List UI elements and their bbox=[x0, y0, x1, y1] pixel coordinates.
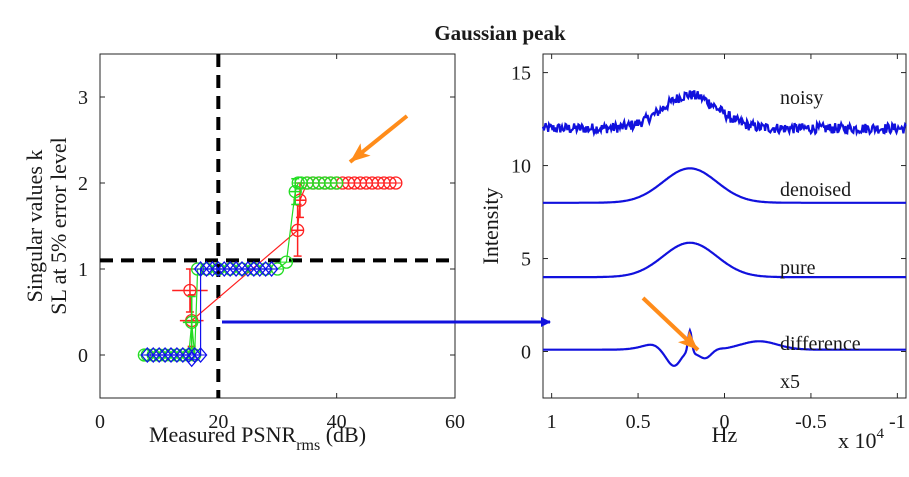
left-axes-box bbox=[99, 53, 456, 399]
left-x-tick-label: 60 bbox=[445, 411, 465, 433]
data-point bbox=[140, 347, 155, 363]
right-y-tick-label: 5 bbox=[521, 249, 531, 271]
data-point bbox=[170, 347, 184, 363]
data-point bbox=[152, 347, 167, 363]
right-x-multiplier: x 104 bbox=[838, 426, 885, 453]
left-y-tick-label: 0 bbox=[78, 345, 88, 367]
left-orange-arrow bbox=[348, 114, 409, 164]
data-point bbox=[193, 347, 208, 363]
left-chart: 0 20 40 60 0 1 2 3 Measured PSNRrms (dB) Singular… bbox=[22, 53, 465, 454]
data-point bbox=[217, 261, 232, 277]
data-point bbox=[252, 261, 267, 277]
left-y-tick-label: 1 bbox=[78, 259, 88, 281]
data-point bbox=[258, 261, 273, 277]
right-chart: 1 0.5 0 -0.5 -1 0 5 10 15 Hz x 104 Intensity noisy de… bbox=[478, 53, 907, 453]
data-point bbox=[164, 347, 178, 363]
data-point bbox=[158, 347, 172, 363]
data-point bbox=[235, 261, 249, 277]
data-point bbox=[193, 261, 208, 277]
left-x-axis-label: Measured PSNRrms (dB) bbox=[149, 422, 366, 454]
left-series-line bbox=[147, 268, 272, 361]
right-y-axis-label: Intensity bbox=[478, 188, 503, 265]
spectrum-line-difference bbox=[543, 327, 906, 367]
data-point bbox=[229, 261, 243, 277]
series-label-difference-scale: x5 bbox=[780, 371, 800, 393]
data-point bbox=[146, 347, 161, 363]
data-point bbox=[241, 261, 255, 277]
data-point bbox=[246, 261, 261, 277]
figure-title: Gaussian peak bbox=[434, 21, 566, 45]
right-x-tick-label: -0.5 bbox=[795, 411, 827, 433]
left-series-line bbox=[189, 182, 396, 322]
left-y-tick-label: 3 bbox=[78, 87, 88, 109]
left-x-tick-label: 0 bbox=[95, 411, 105, 433]
right-y-tick-label: 10 bbox=[511, 156, 531, 178]
data-point bbox=[175, 347, 190, 363]
right-x-tick-label: 1 bbox=[547, 411, 557, 433]
data-point bbox=[205, 261, 220, 277]
left-y-tick-label: 2 bbox=[78, 173, 88, 195]
data-point bbox=[223, 261, 238, 277]
right-x-tick-label: -1 bbox=[889, 411, 906, 433]
left-x-tick-label: 40 bbox=[327, 411, 347, 433]
right-y-tick-label: 15 bbox=[511, 63, 531, 85]
series-label-denoised: denoised bbox=[780, 179, 851, 201]
right-orange-arrow bbox=[641, 296, 700, 352]
data-point bbox=[184, 351, 199, 368]
right-y-tick-label: 0 bbox=[521, 342, 531, 364]
series-label-noisy: noisy bbox=[780, 87, 823, 109]
left-series-2 bbox=[140, 261, 279, 368]
series-label-pure: pure bbox=[780, 257, 816, 279]
left-y-axis-label-line2: SL at 5% error level bbox=[46, 137, 71, 315]
right-x-tick-label: 0.5 bbox=[626, 411, 651, 433]
data-point bbox=[264, 261, 279, 277]
series-label-difference: difference bbox=[780, 333, 861, 355]
spectrum-line-denoised bbox=[543, 167, 906, 204]
left-x-tick-label: 20 bbox=[208, 411, 228, 433]
data-point bbox=[211, 261, 226, 277]
spectrum-line-pure bbox=[543, 241, 906, 279]
data-point bbox=[199, 261, 214, 277]
right-x-tick-label: 0 bbox=[720, 411, 730, 433]
left-y-axis-label-line1: Singular values k bbox=[22, 150, 47, 303]
spectrum-line-noisy bbox=[541, 90, 907, 138]
right-x-axis-label: Hz bbox=[712, 422, 738, 447]
